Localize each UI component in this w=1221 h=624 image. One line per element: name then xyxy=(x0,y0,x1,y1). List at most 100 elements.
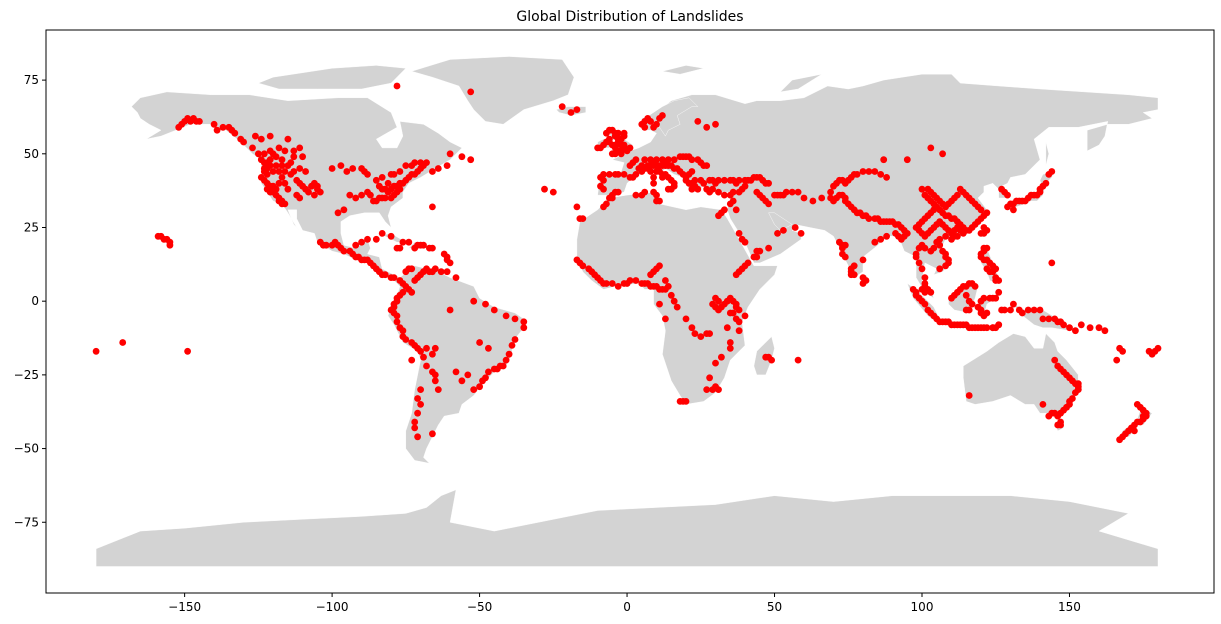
landslide-point xyxy=(296,144,304,152)
landslide-point xyxy=(765,200,772,208)
landslide-point xyxy=(688,156,696,164)
landslide-point xyxy=(965,392,973,399)
y-tick-label: −25 xyxy=(14,368,39,382)
landslide-point xyxy=(744,259,752,267)
landslide-point xyxy=(431,344,439,352)
landslide-point xyxy=(417,347,424,355)
landslide-point xyxy=(883,232,890,240)
landslide-point xyxy=(370,197,377,205)
landslide-point xyxy=(290,153,298,161)
landslide-point xyxy=(753,253,761,261)
landslide-point xyxy=(656,300,663,308)
landslide-point xyxy=(703,123,711,131)
landslide-point xyxy=(865,215,873,223)
landslide-point xyxy=(311,191,318,199)
landslide-point xyxy=(184,347,192,355)
landslide-point xyxy=(390,171,398,178)
landslide-point xyxy=(1030,306,1038,314)
landslide-point xyxy=(818,194,826,202)
landslide-point xyxy=(735,230,743,237)
landslide-point xyxy=(411,159,419,167)
landslide-point xyxy=(721,206,728,214)
landslide-point xyxy=(647,168,654,175)
landslide-point xyxy=(1007,306,1014,314)
landslide-point xyxy=(995,321,1003,329)
landslide-point xyxy=(989,324,997,332)
landslide-point xyxy=(278,200,286,208)
landslide-point xyxy=(284,185,292,193)
landslide-point xyxy=(918,265,926,273)
landslide-point xyxy=(1072,327,1079,335)
landslide-point xyxy=(841,241,849,249)
landslide-point xyxy=(393,244,401,252)
landslide-point xyxy=(712,359,719,367)
landslide-point xyxy=(417,159,424,167)
landslide-point xyxy=(573,203,581,211)
landslide-point xyxy=(983,244,991,252)
landslide-point xyxy=(1116,436,1123,444)
landslide-point xyxy=(918,185,926,193)
landslide-point xyxy=(659,112,666,119)
landslide-point xyxy=(942,262,949,270)
landslide-point xyxy=(423,159,430,167)
landslide-point xyxy=(1086,324,1094,332)
landslide-point xyxy=(942,232,949,240)
landslide-point xyxy=(396,168,404,175)
landslide-point xyxy=(340,206,348,214)
landslide-point xyxy=(511,336,519,343)
landslide-point xyxy=(476,339,483,346)
landslide-point xyxy=(998,185,1005,193)
landslide-point xyxy=(703,162,711,170)
landslide-point xyxy=(378,174,386,181)
land-greenland xyxy=(410,56,575,125)
landslide-point xyxy=(638,162,646,170)
landslide-point xyxy=(414,409,421,417)
landslide-point xyxy=(809,197,817,205)
landslide-point xyxy=(732,303,740,311)
landslide-point xyxy=(458,377,466,385)
landslide-point xyxy=(411,424,419,432)
landslide-point xyxy=(275,179,283,187)
landslide-point xyxy=(1131,427,1138,435)
landslide-point xyxy=(667,291,675,299)
landslide-point xyxy=(794,188,802,196)
landslide-point xyxy=(865,168,873,175)
landslide-point xyxy=(703,386,711,393)
landslide-point xyxy=(482,300,489,308)
landslide-point xyxy=(673,165,681,172)
landslide-point xyxy=(390,191,398,199)
landslide-point xyxy=(290,147,298,155)
landslide-point xyxy=(980,294,988,302)
landslide-point xyxy=(980,224,988,231)
landslide-point xyxy=(927,144,935,152)
landslide-point xyxy=(880,156,888,164)
land-layer xyxy=(95,56,1159,567)
landslide-point xyxy=(632,277,640,284)
landslide-point xyxy=(939,150,946,158)
landslide-point xyxy=(446,259,454,267)
landslide-point xyxy=(429,350,436,358)
landslide-point xyxy=(641,188,649,196)
landslide-point xyxy=(579,262,587,270)
landslide-point xyxy=(443,268,451,276)
x-tick-label: 100 xyxy=(911,600,934,614)
landslide-point xyxy=(735,188,743,196)
landslide-point xyxy=(343,168,351,175)
landslide-point xyxy=(346,191,354,199)
landslide-point xyxy=(959,230,967,237)
landslide-point xyxy=(650,123,657,131)
landslide-point xyxy=(252,132,259,140)
landslide-point xyxy=(614,283,622,290)
landslide-point xyxy=(420,353,427,361)
landslide-point xyxy=(275,168,283,175)
landslide-point xyxy=(597,182,604,190)
landslide-point xyxy=(1042,179,1050,187)
landslide-point xyxy=(768,356,775,364)
landslide-point xyxy=(1145,347,1153,355)
landslide-point xyxy=(653,191,660,199)
landslide-point xyxy=(490,365,498,373)
landslide-point xyxy=(641,123,649,131)
landslide-point xyxy=(219,123,227,131)
landslide-point xyxy=(281,147,289,155)
